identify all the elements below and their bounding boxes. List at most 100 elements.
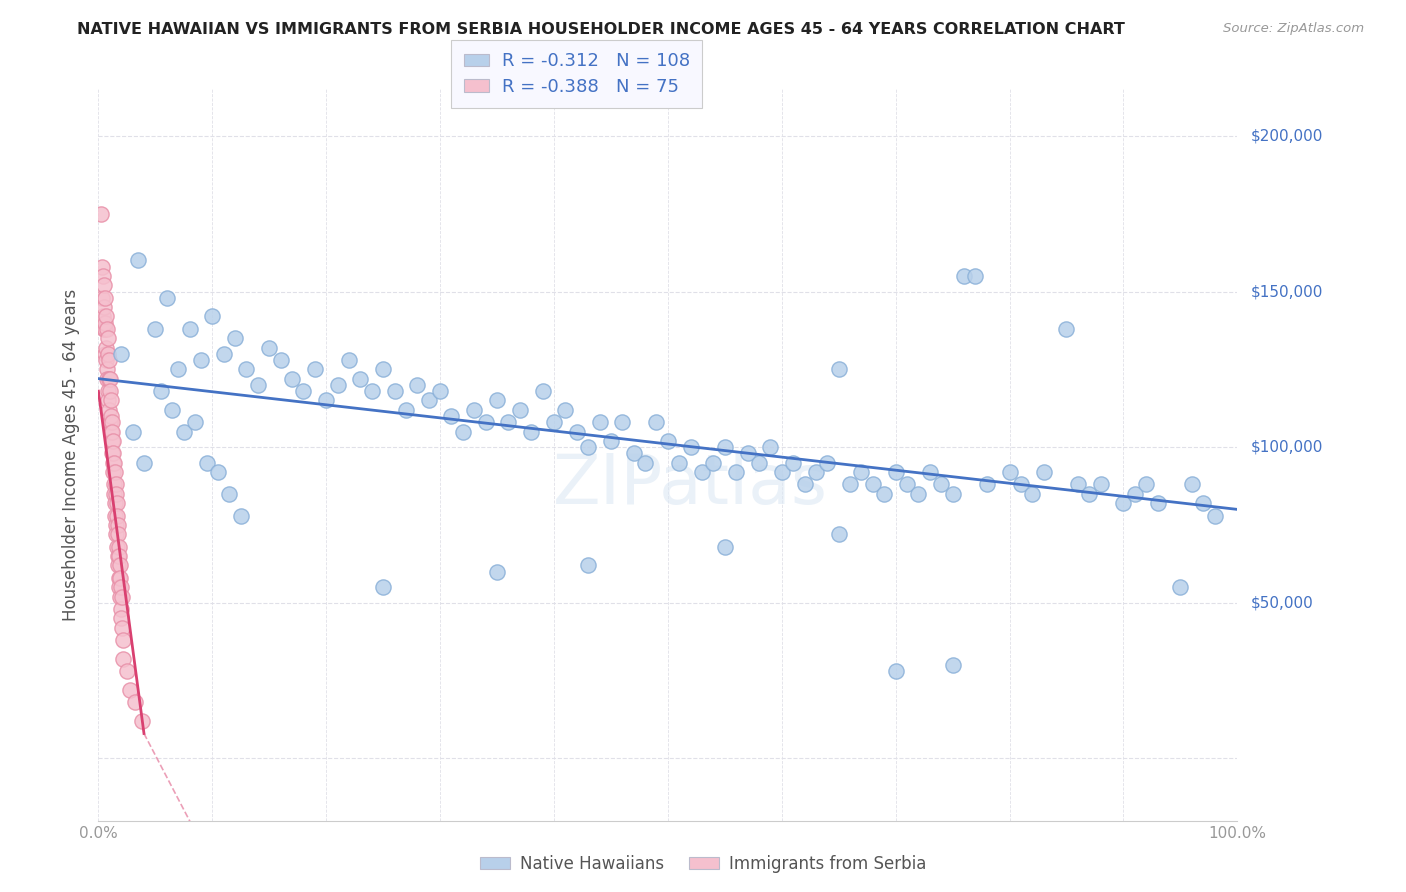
Point xyxy=(725,465,748,479)
Text: $150,000: $150,000 xyxy=(1251,284,1323,299)
Point xyxy=(395,402,418,417)
Point xyxy=(124,695,146,709)
Point xyxy=(104,477,127,491)
Point xyxy=(463,402,485,417)
Point xyxy=(304,362,326,376)
Point xyxy=(103,434,125,448)
Point xyxy=(259,341,281,355)
Point xyxy=(782,456,804,470)
Point xyxy=(107,558,129,573)
Point xyxy=(107,549,129,563)
Point xyxy=(100,393,122,408)
Point xyxy=(1112,496,1135,510)
Point xyxy=(828,527,851,541)
Text: $100,000: $100,000 xyxy=(1251,440,1323,455)
Point xyxy=(96,353,118,368)
Point xyxy=(1170,580,1192,594)
Point xyxy=(953,268,976,283)
Point xyxy=(235,362,257,376)
Point xyxy=(103,477,125,491)
Point xyxy=(360,384,382,398)
Point xyxy=(94,291,117,305)
Point xyxy=(1021,487,1043,501)
Point xyxy=(100,434,122,448)
Point xyxy=(207,465,229,479)
Point xyxy=(1010,477,1032,491)
Point xyxy=(1078,487,1101,501)
Point xyxy=(110,580,132,594)
Point xyxy=(1067,477,1090,491)
Point xyxy=(90,207,112,221)
Point xyxy=(896,477,918,491)
Point xyxy=(111,590,134,604)
Point xyxy=(108,558,131,573)
Point xyxy=(315,393,337,408)
Point xyxy=(1192,496,1215,510)
Point xyxy=(105,496,128,510)
Point xyxy=(1123,487,1146,501)
Point xyxy=(942,658,965,673)
Point xyxy=(93,300,115,314)
Point xyxy=(907,487,929,501)
Point xyxy=(884,665,907,679)
Point xyxy=(108,580,131,594)
Point xyxy=(292,384,315,398)
Point xyxy=(929,477,952,491)
Point xyxy=(90,260,112,274)
Point xyxy=(96,322,118,336)
Point xyxy=(1146,496,1168,510)
Point xyxy=(565,425,588,439)
Point xyxy=(121,425,143,439)
Point xyxy=(679,440,702,454)
Point xyxy=(862,477,884,491)
Point xyxy=(1090,477,1112,491)
Point xyxy=(429,384,451,398)
Point xyxy=(91,268,114,283)
Point xyxy=(634,456,657,470)
Point xyxy=(543,415,565,429)
Point xyxy=(93,322,115,336)
Point xyxy=(111,633,134,648)
Point xyxy=(326,377,349,392)
Point xyxy=(531,384,554,398)
Point xyxy=(965,268,987,283)
Point xyxy=(96,331,118,345)
Point xyxy=(145,322,167,336)
Point xyxy=(110,602,132,616)
Point xyxy=(612,415,634,429)
Point xyxy=(406,377,429,392)
Point xyxy=(110,347,132,361)
Text: $50,000: $50,000 xyxy=(1251,595,1315,610)
Point xyxy=(1135,477,1157,491)
Point xyxy=(229,508,252,523)
Point xyxy=(105,508,128,523)
Point xyxy=(100,425,122,439)
Point xyxy=(851,465,873,479)
Point xyxy=(104,508,127,523)
Point xyxy=(281,372,304,386)
Point xyxy=(600,434,623,448)
Point xyxy=(918,465,941,479)
Point xyxy=(101,425,124,439)
Point xyxy=(173,425,195,439)
Point xyxy=(873,487,896,501)
Point xyxy=(668,456,690,470)
Point xyxy=(1032,465,1054,479)
Point xyxy=(179,322,201,336)
Point xyxy=(93,347,115,361)
Legend: Native Hawaiians, Immigrants from Serbia: Native Hawaiians, Immigrants from Serbia xyxy=(472,848,934,880)
Point xyxy=(451,425,474,439)
Point xyxy=(97,353,120,368)
Point xyxy=(101,456,124,470)
Point xyxy=(486,393,509,408)
Text: Source: ZipAtlas.com: Source: ZipAtlas.com xyxy=(1223,22,1364,36)
Point xyxy=(104,465,127,479)
Point xyxy=(371,362,394,376)
Point xyxy=(97,393,120,408)
Point xyxy=(224,331,246,345)
Point xyxy=(1181,477,1204,491)
Point xyxy=(105,527,128,541)
Point xyxy=(97,347,120,361)
Point xyxy=(190,353,212,368)
Point xyxy=(576,558,599,573)
